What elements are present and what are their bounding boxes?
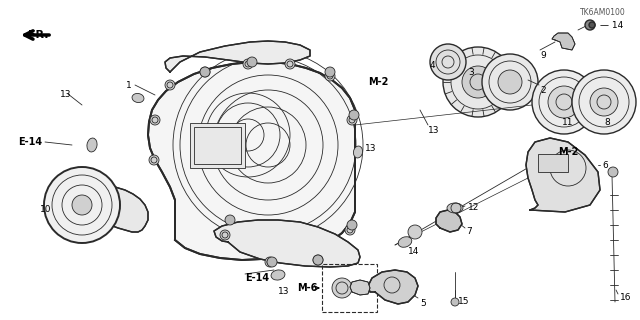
Text: E-14: E-14 [245, 273, 269, 283]
Text: 7: 7 [466, 228, 472, 236]
Circle shape [532, 70, 596, 134]
Ellipse shape [87, 138, 97, 152]
Circle shape [332, 278, 352, 298]
Text: E-14: E-14 [18, 137, 42, 147]
Circle shape [313, 255, 323, 265]
Ellipse shape [132, 93, 144, 102]
Text: M-6: M-6 [296, 283, 317, 293]
Text: 13: 13 [365, 143, 376, 153]
Text: 13: 13 [278, 287, 289, 297]
Circle shape [345, 225, 355, 235]
Circle shape [585, 20, 595, 30]
Circle shape [267, 257, 277, 267]
Text: 15: 15 [458, 298, 470, 307]
Circle shape [430, 44, 466, 80]
Circle shape [572, 70, 636, 134]
Text: 9: 9 [540, 51, 546, 60]
Polygon shape [148, 62, 355, 260]
Text: FR.: FR. [28, 30, 49, 40]
Text: 1: 1 [126, 81, 132, 90]
Text: 5: 5 [420, 300, 426, 308]
Circle shape [44, 167, 120, 243]
Circle shape [590, 88, 618, 116]
Text: M-2: M-2 [558, 147, 579, 157]
Text: 14: 14 [408, 247, 419, 257]
Circle shape [150, 115, 160, 125]
Circle shape [347, 220, 357, 230]
Circle shape [589, 22, 595, 28]
Polygon shape [165, 41, 310, 72]
Circle shape [347, 115, 357, 125]
Circle shape [247, 57, 257, 67]
Circle shape [200, 67, 210, 77]
Text: TK6AM0100: TK6AM0100 [580, 7, 626, 17]
Ellipse shape [447, 203, 463, 213]
Circle shape [285, 59, 295, 69]
Circle shape [325, 67, 335, 77]
Polygon shape [436, 210, 462, 232]
Text: 13: 13 [428, 125, 440, 134]
Polygon shape [552, 33, 575, 50]
Circle shape [451, 298, 459, 306]
Circle shape [149, 155, 159, 165]
Polygon shape [350, 280, 370, 295]
Text: — 14: — 14 [600, 20, 623, 29]
Polygon shape [526, 138, 600, 212]
Circle shape [313, 255, 323, 265]
Circle shape [548, 86, 580, 118]
Text: 2: 2 [540, 85, 546, 94]
Text: 4: 4 [430, 60, 436, 69]
Circle shape [482, 54, 538, 110]
Bar [190, 123, 245, 168]
Circle shape [225, 215, 235, 225]
Circle shape [349, 110, 359, 120]
Ellipse shape [398, 237, 412, 247]
Bar [322, 264, 377, 312]
Circle shape [498, 70, 522, 94]
Circle shape [443, 47, 513, 117]
Circle shape [462, 66, 494, 98]
Circle shape [243, 59, 253, 69]
Ellipse shape [353, 146, 362, 158]
Circle shape [265, 257, 275, 267]
Circle shape [608, 167, 618, 177]
Text: 12: 12 [468, 204, 479, 212]
Bar [538, 154, 568, 172]
Text: M-2: M-2 [368, 77, 388, 87]
Polygon shape [214, 220, 360, 267]
Circle shape [220, 230, 230, 240]
Text: 13: 13 [60, 90, 72, 99]
Polygon shape [368, 270, 418, 304]
Text: 6: 6 [602, 161, 608, 170]
Polygon shape [90, 187, 148, 232]
Circle shape [72, 195, 92, 215]
Text: 8: 8 [604, 117, 610, 126]
Circle shape [200, 67, 210, 77]
Text: 16: 16 [620, 293, 632, 302]
Circle shape [408, 225, 422, 239]
Bar [194, 127, 241, 164]
Text: 10: 10 [40, 205, 51, 214]
Circle shape [165, 80, 175, 90]
Text: 11: 11 [562, 117, 573, 126]
Circle shape [325, 71, 335, 81]
Ellipse shape [271, 270, 285, 280]
Text: 3: 3 [468, 68, 474, 76]
